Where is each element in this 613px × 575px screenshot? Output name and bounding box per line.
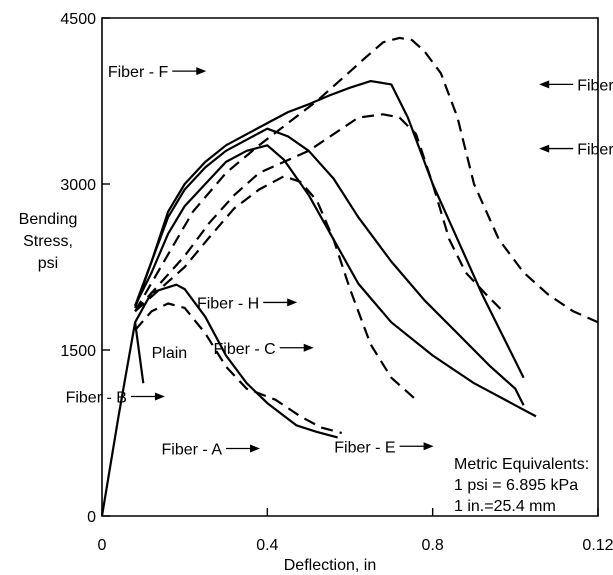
label-fiber-h: Fiber - H	[197, 295, 259, 312]
label-fiber-c: Fiber - C	[213, 341, 275, 358]
arrowhead-fiber-d	[539, 144, 550, 153]
label-fiber-d: Fiber - D	[577, 142, 613, 159]
y-tick-label: 3000	[60, 177, 96, 194]
metric-line-1: Metric Equivalents:	[454, 456, 589, 473]
series-line-plain	[100, 321, 145, 517]
y-tick-label: 0	[87, 509, 96, 526]
arrowhead-fiber-c	[303, 343, 314, 352]
arrowhead-fiber-h	[287, 298, 298, 307]
series-lines	[100, 36, 599, 517]
ticks: 0 0.4 0.8 0.12 0 1500 3000 4500	[60, 11, 613, 554]
arrowhead-fiber-a	[250, 444, 260, 453]
series-line-fiber-d	[134, 113, 504, 313]
label-fiber-e: Fiber - E	[334, 439, 395, 456]
x-tick-label: 0.4	[256, 537, 278, 554]
series-line-fiber-f	[134, 79, 525, 379]
series-line-fiber-h	[134, 127, 525, 406]
label-fiber-g: Fiber - G	[577, 77, 613, 94]
metric-line-2: 1 psi = 6.895 kPa	[454, 477, 578, 494]
y-axis-title-line-2: Stress,	[23, 233, 73, 250]
x-tick-label: 0.8	[422, 537, 444, 554]
series-line-fiber-b	[134, 302, 342, 435]
series-line-fiber-c	[134, 175, 417, 401]
label-fiber-f: Fiber - F	[108, 64, 169, 81]
arrowhead-fiber-b	[154, 392, 165, 401]
annotations: Plain Fiber - A Fiber - B Fiber - C Fiber - …	[66, 64, 613, 458]
label-fiber-a: Fiber - A	[162, 441, 223, 458]
y-axis-title-line-1: Bending	[19, 211, 78, 228]
y-tick-label: 1500	[60, 343, 96, 360]
series-line-fiber-g	[134, 36, 599, 324]
x-axis-title: Deflection, in	[284, 557, 377, 574]
arrowhead-fiber-e	[423, 442, 434, 451]
series-line-fiber-e	[134, 144, 537, 418]
y-axis-title-line-3: psi	[38, 255, 58, 272]
series-line-fiber-a	[134, 283, 338, 439]
x-tick-label: 0	[98, 537, 107, 554]
arrowhead-fiber-g	[539, 80, 550, 89]
metric-equivalents: Metric Equivalents: 1 psi = 6.895 kPa 1 …	[454, 456, 589, 515]
label-fiber-b: Fiber - B	[66, 389, 127, 406]
x-tick-label: 0.12	[582, 537, 613, 554]
y-tick-label: 4500	[60, 11, 96, 28]
arrowhead-fiber-f	[196, 67, 207, 76]
label-plain: Plain	[152, 345, 188, 362]
metric-line-3: 1 in.=25.4 mm	[454, 498, 556, 515]
